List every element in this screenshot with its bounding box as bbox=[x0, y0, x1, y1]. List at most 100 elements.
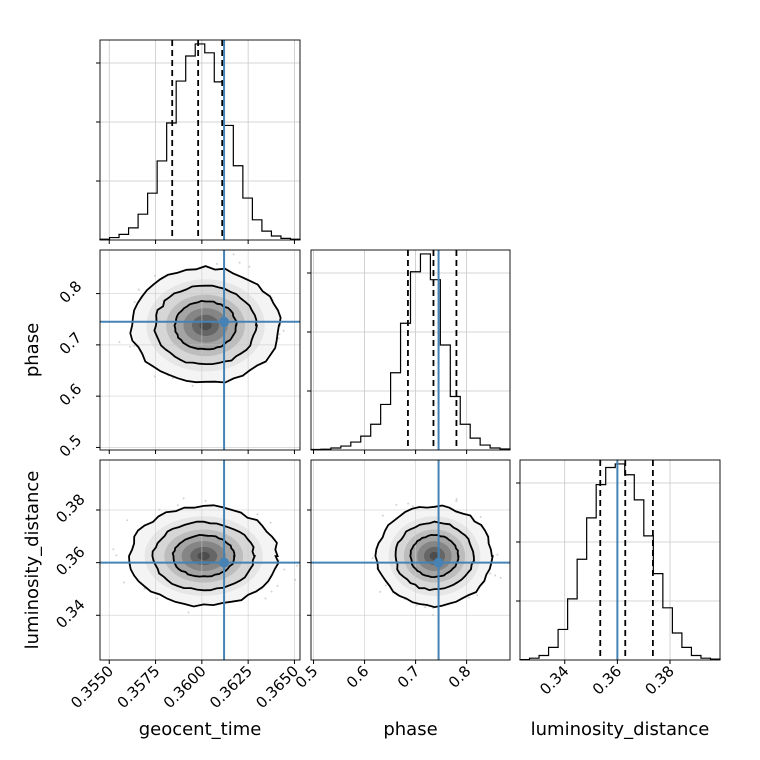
sample-point bbox=[129, 345, 132, 348]
sample-point bbox=[455, 500, 458, 503]
sample-point bbox=[494, 574, 497, 577]
x-axis-label-phase: phase bbox=[383, 719, 437, 740]
sample-point bbox=[264, 597, 267, 600]
sample-point bbox=[126, 519, 129, 522]
sample-point bbox=[282, 329, 285, 332]
y-axis-label-luminosity_distance: luminosity_distance bbox=[22, 471, 43, 650]
contour-line-0 bbox=[409, 533, 460, 579]
contour-line-2 bbox=[374, 504, 494, 609]
sample-point bbox=[118, 341, 121, 344]
contour-line-1 bbox=[394, 520, 475, 592]
y-tick-label: 0.7 bbox=[56, 329, 86, 359]
hist-panel-geocent_time bbox=[96, 39, 301, 241]
scatter-panel-geocent_time-phase bbox=[99, 249, 301, 451]
sample-point bbox=[379, 590, 382, 593]
x-tick-label: 0.3650 bbox=[252, 662, 302, 712]
panel-frame bbox=[99, 249, 301, 451]
sample-point bbox=[187, 611, 190, 614]
histogram-step-phase bbox=[310, 253, 511, 451]
sample-point bbox=[296, 564, 298, 567]
sample-point bbox=[133, 301, 136, 304]
scatter-panel-geocent_time-luminosity_distance bbox=[99, 459, 301, 661]
sample-point bbox=[496, 553, 499, 556]
x-tick-label: 0.36 bbox=[589, 662, 625, 698]
sample-point bbox=[455, 498, 458, 501]
sample-point bbox=[156, 597, 159, 600]
contour-line-1 bbox=[153, 284, 259, 365]
density-level-7 bbox=[199, 320, 212, 331]
panel-frame bbox=[99, 459, 301, 661]
sample-point bbox=[176, 504, 179, 507]
panel-frame bbox=[310, 249, 511, 451]
sample-point bbox=[238, 261, 241, 264]
x-tick-label: 0.3550 bbox=[67, 662, 117, 712]
sample-point bbox=[269, 521, 272, 524]
x-tick-label: 0.8 bbox=[445, 662, 475, 692]
sample-point bbox=[283, 568, 286, 571]
sample-point bbox=[476, 594, 479, 597]
sample-point bbox=[407, 502, 410, 505]
hist-panel-phase bbox=[307, 249, 511, 451]
sample-point bbox=[204, 499, 207, 502]
sample-point bbox=[191, 384, 194, 387]
x-tick-label: 0.7 bbox=[394, 662, 424, 692]
y-tick-label: 0.36 bbox=[52, 543, 88, 579]
sample-point bbox=[112, 548, 115, 551]
x-tick-label: 0.3625 bbox=[206, 662, 256, 712]
sample-point bbox=[479, 516, 482, 518]
sample-point bbox=[384, 584, 387, 587]
sample-point bbox=[411, 505, 414, 508]
sample-point bbox=[276, 584, 279, 587]
sample-point bbox=[278, 333, 281, 336]
sample-point bbox=[270, 590, 273, 593]
sample-point bbox=[248, 265, 251, 268]
y-axis-label-phase: phase bbox=[22, 323, 43, 377]
sample-point bbox=[277, 337, 280, 340]
sample-point bbox=[424, 606, 427, 609]
sample-point bbox=[143, 587, 146, 590]
panel-content bbox=[100, 460, 300, 660]
sample-point bbox=[371, 557, 374, 560]
sample-point bbox=[122, 581, 125, 584]
y-tick-label: 0.8 bbox=[56, 277, 86, 307]
contour-line-0 bbox=[171, 533, 236, 578]
x-tick-label: 0.5 bbox=[292, 662, 322, 692]
histogram-step-luminosity_distance bbox=[519, 463, 721, 661]
panel-content bbox=[311, 460, 510, 660]
x-tick-label: 0.6 bbox=[343, 662, 373, 692]
contour-line-1 bbox=[151, 520, 257, 592]
histogram-step-geocent_time bbox=[99, 43, 301, 240]
truth-marker bbox=[219, 557, 230, 568]
sample-point bbox=[381, 514, 384, 517]
sample-point bbox=[499, 576, 502, 579]
sample-point bbox=[171, 377, 174, 380]
scatter-panel-phase-luminosity_distance bbox=[310, 459, 511, 661]
panel-content bbox=[100, 250, 300, 450]
sample-point bbox=[395, 503, 398, 506]
panel-background bbox=[100, 40, 300, 240]
x-axis-label-geocent_time: geocent_time bbox=[139, 719, 262, 740]
y-tick-label: 0.34 bbox=[52, 596, 88, 632]
x-tick-label: 0.34 bbox=[536, 662, 572, 698]
y-tick-label: 0.38 bbox=[52, 490, 88, 526]
sample-point bbox=[256, 513, 259, 516]
x-tick-label: 0.38 bbox=[641, 662, 677, 698]
hist-panel-luminosity_distance bbox=[516, 459, 721, 661]
y-tick-label: 0.6 bbox=[56, 380, 86, 410]
truth-marker bbox=[433, 557, 444, 568]
sample-point bbox=[232, 253, 235, 256]
sample-point bbox=[489, 572, 492, 575]
sample-point bbox=[415, 604, 418, 607]
x-tick-label: 0.3600 bbox=[160, 662, 210, 712]
truth-marker bbox=[219, 316, 230, 327]
density-level-7 bbox=[197, 551, 210, 561]
sample-point bbox=[115, 554, 118, 557]
sample-point bbox=[182, 497, 185, 500]
y-tick-label: 0.5 bbox=[56, 431, 86, 461]
panel-frame bbox=[310, 459, 511, 661]
sample-point bbox=[137, 288, 140, 291]
panel-background bbox=[520, 460, 720, 660]
panel-frame bbox=[99, 39, 301, 241]
sample-point bbox=[467, 596, 470, 599]
